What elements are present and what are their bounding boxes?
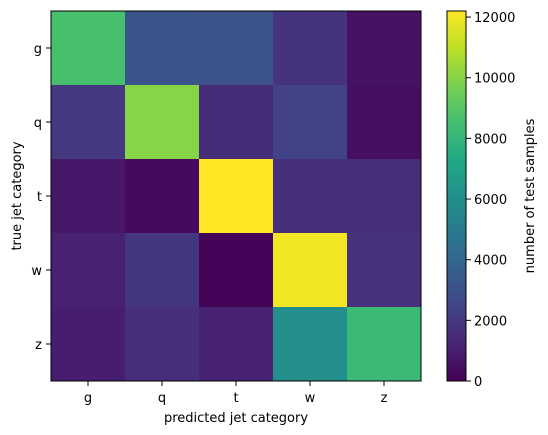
heatmap-cell — [273, 233, 348, 308]
heatmap-cell — [199, 159, 274, 234]
heatmap-cell — [273, 307, 348, 382]
x-tick-label: z — [381, 391, 388, 406]
x-tick-label: g — [84, 391, 92, 406]
colorbar-tick-label: 10000 — [474, 72, 515, 87]
heatmap-cell — [347, 11, 422, 86]
heatmap-cell — [273, 85, 348, 160]
colorbar-label: number of test samples — [523, 118, 538, 273]
x-tick-label: t — [233, 391, 238, 406]
heatmap-cell — [125, 233, 200, 308]
colorbar-tick-label: 12000 — [474, 11, 515, 26]
y-tick-label: w — [31, 264, 42, 279]
heatmap-cell — [273, 159, 348, 234]
x-tick-label: q — [158, 391, 166, 406]
colorbar-frame — [446, 10, 467, 382]
heatmap-cell — [125, 159, 200, 234]
heatmap-cell — [347, 307, 422, 382]
colorbar-tick-label: 8000 — [474, 132, 507, 147]
heatmap-cell — [199, 85, 274, 160]
y-tick-label: z — [35, 338, 42, 353]
colorbar — [447, 11, 466, 381]
heatmap-cell — [273, 11, 348, 86]
x-axis-label: predicted jet category — [164, 411, 308, 426]
heatmap-cell — [347, 159, 422, 234]
heatmap-cell — [51, 11, 126, 86]
heatmap-cell — [347, 233, 422, 308]
colorbar-tick-label: 6000 — [474, 193, 507, 208]
heatmap-cells — [51, 11, 422, 382]
heatmap-cell — [125, 11, 200, 86]
y-axis-label: true jet category — [10, 141, 25, 250]
colorbar-tick-label: 0 — [474, 375, 482, 390]
y-tick-label: q — [34, 116, 42, 131]
heatmap-cell — [125, 307, 200, 382]
x-tick-label: w — [305, 391, 316, 406]
heatmap-cell — [51, 307, 126, 382]
heatmap-cell — [51, 85, 126, 160]
y-tick-label: t — [37, 190, 42, 205]
colorbar-ticks: 0 2000 4000 6000 8000 10000 12000 — [466, 11, 515, 390]
heatmap-cell — [125, 85, 200, 160]
colorbar-tick-label: 2000 — [474, 314, 507, 329]
heatmap-cell — [199, 11, 274, 86]
heatmap-cell — [51, 233, 126, 308]
heatmap-cell — [199, 233, 274, 308]
heatmap-cell — [347, 85, 422, 160]
y-axis-ticks: g q t w z — [31, 42, 51, 353]
y-tick-label: g — [34, 42, 42, 57]
heatmap-cell — [51, 159, 126, 234]
heatmap-cell — [199, 307, 274, 382]
colorbar-tick-label: 4000 — [474, 254, 507, 269]
